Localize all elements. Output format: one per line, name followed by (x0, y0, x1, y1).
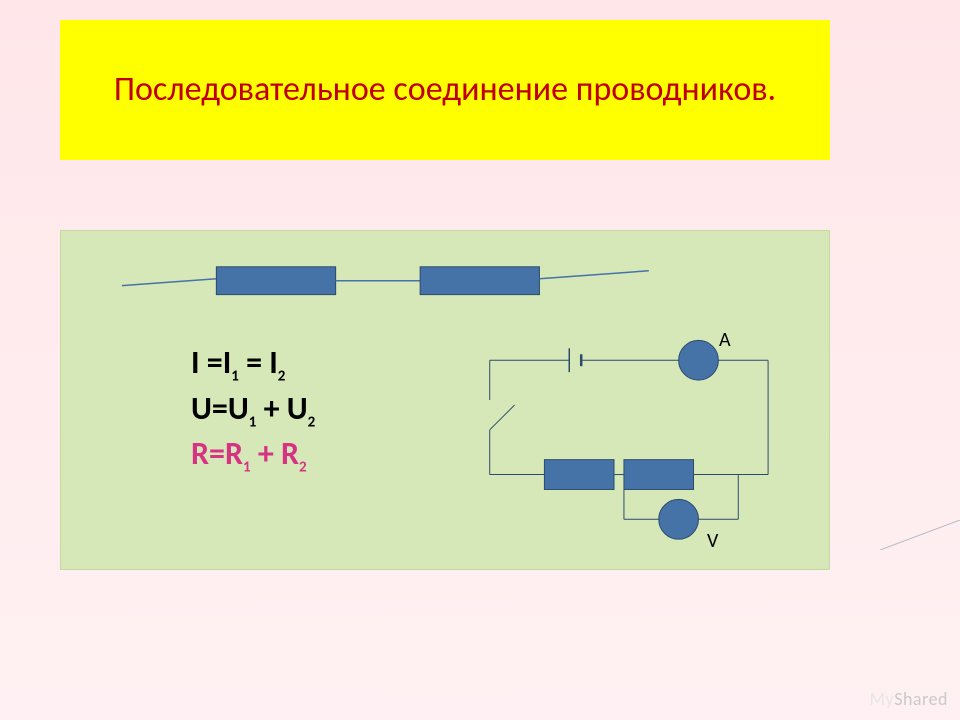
formula-current: I =I1 = I2 (191, 341, 315, 387)
title-text: Последовательное соединение проводников. (114, 69, 776, 112)
watermark: MyShared (870, 688, 948, 710)
circuit-resistor-2 (624, 460, 694, 490)
formula-voltage: U=U1 + U2 (191, 387, 315, 433)
voltmeter-label: V (707, 529, 718, 553)
ammeter-icon (679, 340, 719, 380)
circuit-resistor-1 (544, 460, 614, 490)
circuit-group (490, 340, 768, 539)
watermark-shared: Shared (894, 688, 948, 710)
ammeter-label: А (719, 328, 731, 352)
top-resistor-2 (420, 267, 539, 295)
decorative-corner-line (880, 520, 960, 550)
formulas-block: I =I1 = I2 U=U1 + U2 R=R1 + R2 (191, 341, 315, 478)
content-panel: I =I1 = I2 U=U1 + U2 R=R1 + R2 А V (60, 230, 830, 570)
formula-resistance: R=R1 + R2 (191, 432, 315, 478)
title-box: Последовательное соединение проводников. (60, 20, 830, 160)
switch-icon (490, 405, 515, 430)
top-resistor-1 (216, 267, 335, 295)
diagram-svg (61, 231, 829, 569)
top-series-group (122, 267, 649, 295)
watermark-my: My (870, 688, 895, 710)
voltmeter-icon (659, 499, 699, 539)
